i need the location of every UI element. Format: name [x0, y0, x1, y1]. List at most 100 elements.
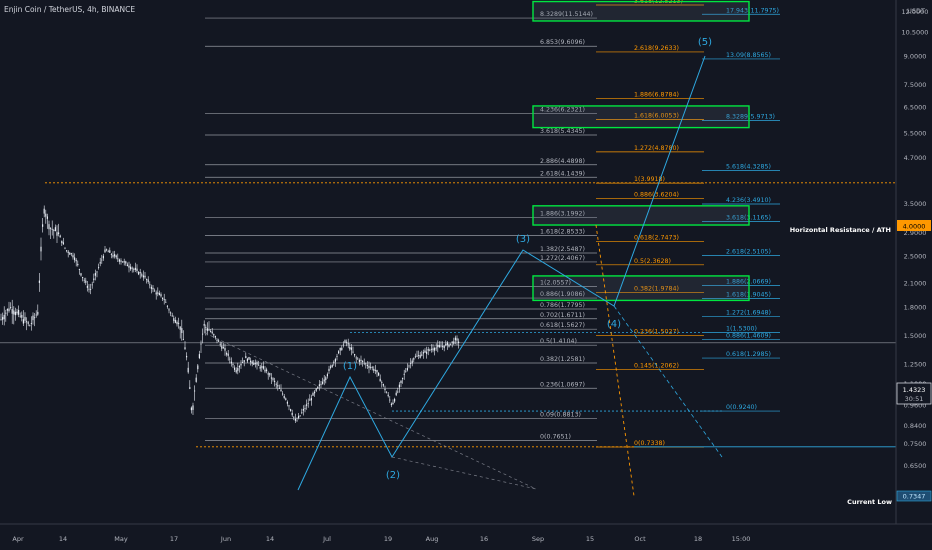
candle-body	[331, 364, 333, 367]
candle-body	[334, 358, 336, 362]
candle-body	[259, 366, 261, 369]
candle-body	[410, 362, 412, 364]
candle-body	[43, 208, 45, 214]
fib-left-label: 1.618(2.8533)	[540, 228, 585, 235]
candle-body	[395, 392, 397, 396]
candle-body	[299, 415, 301, 417]
candle-body	[70, 253, 72, 255]
candle-body	[302, 409, 304, 411]
candle-body	[94, 273, 96, 276]
candle-body	[218, 340, 220, 342]
candle-body	[206, 328, 208, 331]
fib-left-label: 0.618(1.5627)	[540, 322, 585, 329]
candle-body	[264, 369, 266, 372]
candle-body	[451, 341, 453, 343]
candle-body	[382, 384, 384, 386]
fib-mid-label: 0.382(1.9784)	[634, 285, 679, 292]
time-tick-label: Jun	[220, 535, 231, 543]
price-tick-label: 4.7000	[904, 154, 927, 162]
candle-body	[438, 345, 440, 347]
candle-body	[347, 343, 349, 345]
candle-body	[254, 363, 256, 365]
time-tick-label: 14	[59, 535, 67, 543]
candle-body	[219, 343, 221, 345]
time-tick-label: Jul	[322, 535, 331, 543]
candle-body	[440, 346, 442, 348]
candle-body	[224, 348, 226, 351]
candle-body	[210, 331, 212, 333]
price-axis-panel[interactable]	[896, 0, 932, 524]
candle-body	[5, 312, 7, 314]
candle-body	[416, 355, 418, 357]
candle-body	[118, 259, 120, 262]
price-tick-label: 3.5000	[904, 200, 927, 208]
candle-body	[162, 297, 164, 300]
candle-body	[16, 311, 18, 314]
candle-body	[328, 368, 330, 372]
candle-body	[389, 399, 391, 401]
candle-body	[27, 322, 29, 324]
candle-body	[213, 334, 215, 336]
wave-label: (1)	[343, 361, 357, 372]
candle-body	[355, 357, 357, 359]
fib-mid-label: 0.886(3.6204)	[634, 191, 679, 198]
candle-body	[293, 416, 295, 418]
time-tick-label: May	[114, 535, 128, 543]
time-axis-panel[interactable]	[0, 524, 896, 550]
candle-body	[422, 352, 424, 354]
candle-body	[85, 280, 87, 283]
candle-body	[307, 403, 309, 404]
trend-dashed-line-2	[391, 456, 537, 490]
candle-body	[272, 378, 274, 380]
candle-body	[48, 224, 50, 230]
candle-body	[283, 395, 285, 398]
fib-mid-label: 2.618(9.2633)	[634, 45, 679, 52]
candle-body	[144, 275, 146, 278]
candle-body	[10, 307, 12, 308]
candle-body	[402, 377, 404, 379]
candle-body	[163, 299, 165, 301]
candle-body	[203, 323, 205, 326]
candle-body	[221, 346, 223, 349]
current-price-value: 1.4323	[903, 386, 926, 394]
candle-body	[211, 331, 213, 334]
candle-body	[357, 358, 359, 360]
candle-body	[3, 314, 5, 320]
candle-body	[101, 259, 103, 261]
candle-body	[414, 356, 416, 358]
candle-body	[99, 262, 101, 264]
candle-body	[181, 328, 183, 334]
time-tick-label: 16	[480, 535, 488, 543]
candle-body	[24, 316, 26, 321]
candle-body	[158, 293, 160, 296]
candle-body	[398, 384, 400, 388]
candle-body	[286, 401, 288, 404]
candle-body	[294, 418, 296, 421]
candle-body	[2, 317, 4, 320]
price-tick-label: 0.6500	[904, 462, 927, 470]
candle-body	[77, 263, 79, 266]
candle-body	[226, 353, 228, 355]
candle-body	[142, 275, 144, 278]
candle-body	[37, 311, 39, 315]
candles-layer	[0, 205, 460, 423]
candle-body	[50, 227, 52, 229]
candle-body	[21, 315, 23, 318]
fib-left-label: 0(0.7651)	[540, 433, 571, 440]
time-tick-label: Sep	[532, 535, 544, 543]
target-zone-box	[532, 275, 750, 302]
fib-left-label: 1.886(3.1992)	[540, 211, 585, 218]
candle-body	[198, 354, 200, 359]
fib-left-label: 0.702(1.6711)	[540, 312, 585, 319]
candle-body	[397, 391, 399, 393]
candle-body	[445, 343, 447, 346]
candle-body	[424, 350, 426, 353]
time-tick-label: 15:00	[732, 535, 751, 543]
candle-body	[102, 255, 104, 259]
candle-body	[186, 355, 188, 358]
candle-body	[245, 356, 247, 359]
candle-body	[184, 347, 186, 350]
fib-right-label: 0(0.9240)	[726, 404, 757, 411]
candle-body	[322, 381, 324, 384]
